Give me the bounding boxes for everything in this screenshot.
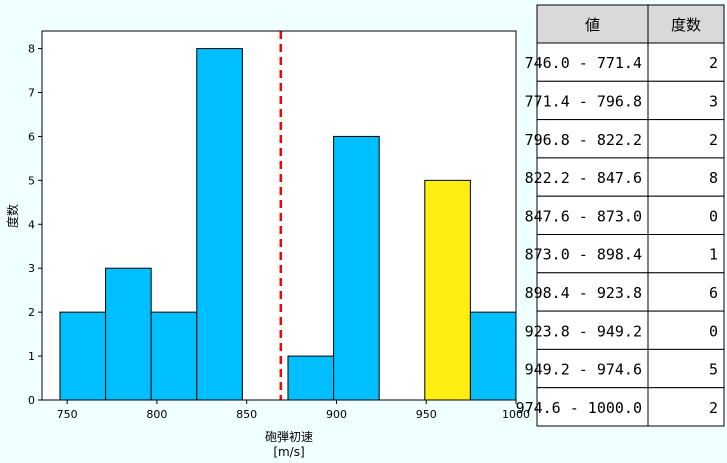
- table-cell: [536, 272, 649, 312]
- plot-frame: [41, 30, 517, 401]
- table-count-value: 2: [709, 54, 718, 72]
- table-header-count: 度数: [671, 16, 701, 34]
- table-range-value: 873.0 - 898.4: [525, 246, 642, 264]
- table-cell: [536, 310, 649, 350]
- table-count-value: 0: [709, 322, 718, 340]
- table-cell: [647, 80, 725, 121]
- histogram-bar: [59, 311, 107, 401]
- y-tick-label: 5: [28, 174, 35, 187]
- table-range-value: 923.8 - 949.2: [525, 322, 642, 340]
- table-cell: [647, 272, 725, 312]
- table-cell: [647, 234, 725, 274]
- table-cell: [647, 157, 725, 197]
- y-tick-label: 2: [28, 306, 35, 319]
- table-cell: [536, 119, 649, 159]
- y-tick-label: 7: [28, 87, 35, 100]
- x-tick-label: 950: [416, 408, 437, 421]
- histogram-bar: [469, 311, 517, 401]
- table-range-value: 847.6 - 873.0: [525, 207, 642, 225]
- y-tick-label: 4: [28, 218, 35, 231]
- table-cell: [536, 234, 649, 274]
- table-count-value: 0: [709, 207, 718, 225]
- x-tick-label: 850: [236, 408, 257, 421]
- y-tick-label: 6: [28, 130, 35, 143]
- y-axis-ticks: 0 1 2 3 4 5 6 7 8: [28, 43, 42, 407]
- table-cell: [647, 42, 725, 82]
- table-cell: [647, 119, 725, 159]
- table-range-value: 746.0 - 771.4: [525, 54, 642, 72]
- x-axis-label: 砲弾初速: [265, 430, 313, 444]
- x-tick-label: 900: [326, 408, 347, 421]
- y-tick-label: 8: [28, 43, 35, 56]
- table-cell: [647, 195, 725, 235]
- table-range-value: 796.8 - 822.2: [525, 131, 642, 149]
- table-count-value: 2: [709, 131, 718, 149]
- histogram-bar: [287, 355, 335, 401]
- table-count-value: 3: [709, 92, 718, 110]
- x-tick-label: 750: [57, 408, 78, 421]
- histogram-bar: [150, 311, 198, 401]
- table-cell: [536, 348, 649, 389]
- y-axis-label: 度数: [5, 204, 20, 228]
- histogram-bar: [424, 179, 471, 401]
- frequency-table: 値 度数 746.0 - 771.4 2 771.4 - 796.8 3 796.8 - 8…: [516, 4, 725, 427]
- table-count-value: 6: [709, 284, 718, 302]
- x-axis-unit: [m/s]: [273, 445, 304, 459]
- table-range-value: 822.2 - 847.6: [525, 169, 642, 187]
- table-header-cell: [647, 4, 725, 44]
- bars-group: [59, 48, 517, 401]
- table-cell: [647, 387, 725, 427]
- y-tick-label: 1: [28, 350, 35, 363]
- table-count-value: 5: [709, 361, 718, 379]
- table-range-value: 974.6 - 1000.0: [516, 399, 642, 417]
- table-range-value: 949.2 - 974.6: [525, 361, 642, 379]
- x-tick-label: 800: [146, 408, 167, 421]
- histogram-bar: [196, 48, 243, 401]
- table-count-value: 1: [709, 246, 718, 264]
- y-tick-label: 0: [28, 394, 35, 407]
- histogram-bar: [333, 135, 380, 401]
- table-range-value: 771.4 - 796.8: [525, 92, 642, 110]
- y-tick-label: 3: [28, 262, 35, 275]
- table-count-value: 8: [709, 169, 718, 187]
- histogram-bar: [105, 267, 152, 401]
- table-range-value: 898.4 - 923.8: [525, 284, 642, 302]
- x-axis-ticks: 750 800 850 900 950 1000: [57, 400, 530, 421]
- x-tick-label: 1000: [502, 408, 530, 421]
- table-header-value: 値: [585, 16, 600, 34]
- table-count-value: 2: [709, 399, 718, 417]
